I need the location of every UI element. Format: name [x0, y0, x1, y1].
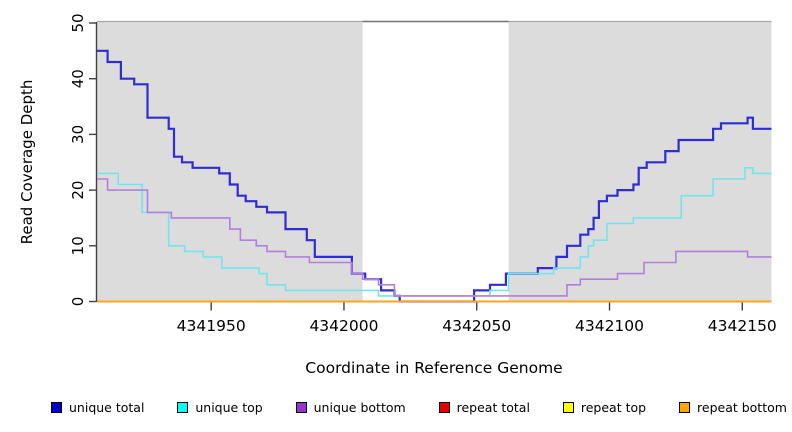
y-tick-label: 10: [69, 236, 87, 255]
legend-item-label: repeat top: [580, 400, 647, 415]
coverage-chart: 0 10 20 30 40 50 4341950 4342000 4342050 4342100 4…: [69, 13, 777, 335]
legend-swatch-icon: [679, 402, 691, 413]
x-tick-label: 4341950: [177, 317, 246, 335]
x-tick-label: 4342050: [442, 317, 511, 335]
y-tick-label: 50: [69, 13, 87, 32]
y-tick-label: 20: [69, 181, 87, 200]
shaded-region: [97, 21, 363, 302]
y-axis-title: Read Coverage Depth: [18, 79, 36, 245]
legend-item-repeat-top: repeat top: [562, 400, 647, 415]
x-tick-label: 4342150: [708, 317, 777, 335]
legend-item-repeat-bottom: repeat bottom: [679, 400, 787, 415]
series-unique-bottom: [97, 178, 772, 297]
legend-swatch-icon: [438, 402, 450, 413]
legend-item-unique-total: unique total: [51, 400, 144, 415]
series-unique-total: [97, 49, 772, 303]
series-unique-top: [97, 167, 772, 297]
y-tick-label: 0: [69, 297, 87, 307]
x-tick-label: 4342000: [309, 317, 378, 335]
legend-item-unique-top: unique top: [177, 400, 263, 415]
x-tick-label: 4342100: [575, 317, 644, 335]
legend-swatch-icon: [562, 402, 574, 413]
y-tick-label: 40: [69, 69, 87, 88]
legend: unique total unique top unique bottom re…: [51, 400, 787, 415]
shaded-region: [508, 21, 772, 302]
legend-swatch-icon: [177, 402, 189, 413]
y-tick-label: 30: [69, 125, 87, 144]
legend-item-label: unique total: [69, 400, 145, 415]
legend-item-label: unique top: [195, 400, 263, 415]
x-axis-title: Coordinate in Reference Genome: [305, 359, 563, 377]
legend-item-unique-bottom: unique bottom: [295, 400, 406, 415]
legend-swatch-icon: [295, 402, 307, 413]
legend-item-label: unique bottom: [313, 400, 406, 415]
legend-item-label: repeat bottom: [697, 400, 787, 415]
legend-swatch-icon: [51, 402, 62, 413]
legend-item-repeat-total: repeat total: [438, 400, 530, 415]
legend-item-label: repeat total: [456, 400, 530, 415]
